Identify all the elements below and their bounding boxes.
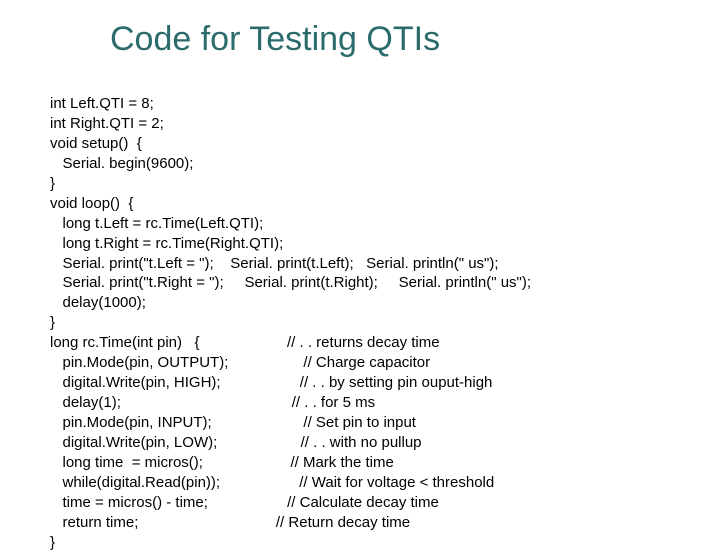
slide-container: Code for Testing QTIs int Left.QTI = 8; …	[0, 0, 720, 540]
slide-title: Code for Testing QTIs	[110, 20, 670, 59]
code-block: int Left.QTI = 8; int Right.QTI = 2; voi…	[50, 94, 670, 553]
